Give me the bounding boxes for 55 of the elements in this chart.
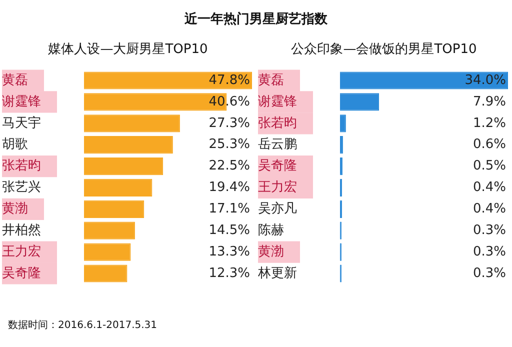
y-tick-label: 张若昀	[2, 158, 41, 174]
data-label: 17.1%	[208, 202, 250, 217]
y-tick-label: 马天宇	[2, 114, 41, 131]
data-label: 27.3%	[208, 116, 250, 131]
data-label: 0.6%	[472, 137, 506, 152]
y-tick-label: 谢霆锋	[2, 94, 41, 110]
y-tick-label: 王力宏	[258, 179, 297, 196]
data-label: 12.3%	[208, 266, 250, 281]
data-label: 34.0%	[464, 72, 506, 88]
y-tick-label: 黄渤	[2, 202, 28, 217]
y-tick-label: 胡歌	[2, 137, 28, 152]
y-tick-label: 黄磊	[2, 72, 28, 88]
bar	[84, 264, 128, 282]
bar	[340, 114, 346, 132]
bar	[84, 72, 252, 90]
data-label: 14.5%	[208, 222, 250, 238]
data-label: 0.4%	[472, 180, 506, 196]
data-label: 47.8%	[208, 72, 250, 88]
data-label: 25.3%	[208, 137, 250, 152]
bar	[84, 200, 144, 218]
data-label: 7.9%	[472, 94, 506, 110]
y-tick-label: 陈赫	[258, 222, 284, 238]
data-label: 19.4%	[208, 180, 250, 196]
y-tick-label: 林更新	[257, 266, 297, 281]
y-tick-label: 吴亦凡	[258, 202, 297, 217]
y-tick-label: 王力宏	[2, 243, 41, 260]
data-label: 0.4%	[472, 202, 506, 217]
chart-subtitle: 公众印象—会做饭的男星TOP10	[290, 41, 478, 58]
bar	[340, 72, 508, 90]
data-label: 22.5%	[208, 158, 250, 174]
y-tick-label: 井柏然	[2, 222, 41, 238]
data-label: 0.3%	[472, 222, 506, 238]
bar	[84, 222, 135, 240]
bar	[84, 178, 152, 197]
bar	[84, 114, 180, 132]
chart-title: 近一年热门男星厨艺指数	[184, 10, 328, 28]
y-tick-label: 张若昀	[258, 116, 297, 131]
chart-subtitle: 媒体人设—大厨男星TOP10	[47, 41, 209, 58]
data-label: 1.2%	[472, 116, 506, 131]
bar	[84, 157, 164, 176]
y-tick-label: 黄磊	[258, 72, 284, 88]
bar	[84, 136, 173, 154]
text: 数据时间：2016.6.1-2017.5.31	[8, 318, 158, 332]
y-tick-label: 吴奇隆	[2, 266, 41, 281]
bar	[340, 93, 380, 111]
y-tick-label: 岳云鹏	[258, 137, 297, 152]
data-label: 13.3%	[208, 244, 250, 260]
y-tick-label: 黄渤	[258, 244, 284, 260]
data-label: 0.3%	[472, 266, 506, 281]
y-tick-label: 吴奇隆	[258, 158, 297, 174]
y-tick-label: 谢霆锋	[258, 94, 297, 110]
y-tick-label: 张艺兴	[2, 180, 41, 196]
bar	[84, 243, 131, 261]
data-label: 0.5%	[472, 158, 506, 174]
data-label: 0.3%	[472, 244, 506, 260]
